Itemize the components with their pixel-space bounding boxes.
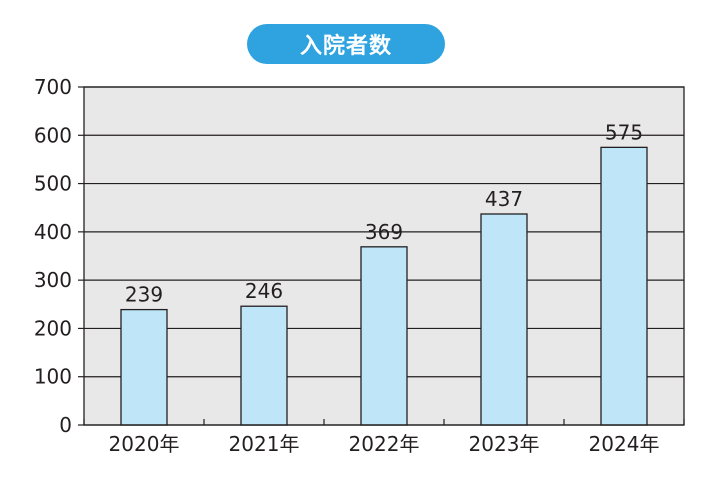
y-tick-label: 700 <box>34 75 72 99</box>
bar <box>240 305 288 426</box>
y-tick-label: 300 <box>34 268 72 292</box>
x-tick-label: 2020年 <box>109 432 180 456</box>
bar <box>600 146 648 426</box>
bar <box>120 308 168 426</box>
y-tick-label: 500 <box>34 172 72 196</box>
x-tick-label: 2021年 <box>229 432 300 456</box>
y-tick-label: 100 <box>34 365 72 389</box>
x-tick-label: 2022年 <box>349 432 420 456</box>
x-tick-label: 2023年 <box>469 432 540 456</box>
bar <box>480 213 528 426</box>
y-tick-label: 0 <box>59 413 72 437</box>
x-tick-label: 2024年 <box>589 432 660 456</box>
data-label: 437 <box>485 187 523 211</box>
y-tick-label: 600 <box>34 123 72 147</box>
x-axis-tick-labels: 2020年 2021年 2022年 2023年 2024年 <box>109 432 660 456</box>
bar <box>360 246 408 426</box>
plot-frame <box>83 86 685 426</box>
data-label: 246 <box>245 279 283 303</box>
data-label: 575 <box>605 120 643 144</box>
y-axis-tick-labels: 0 100 200 300 400 500 600 700 <box>34 75 72 437</box>
data-labels: 239 246 369 437 575 <box>125 120 643 306</box>
data-label: 239 <box>125 283 163 307</box>
chart-title: 入院者数 <box>247 24 445 64</box>
data-label: 369 <box>365 220 403 244</box>
y-tick-label: 400 <box>34 220 72 244</box>
y-tick-label: 200 <box>34 316 72 340</box>
